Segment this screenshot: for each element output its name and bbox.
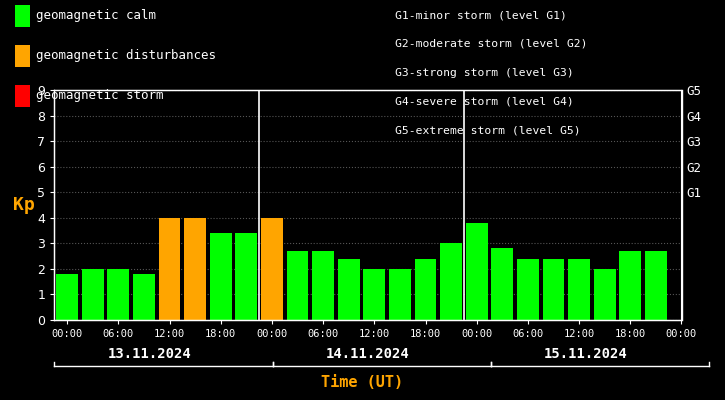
Y-axis label: Kp: Kp	[12, 196, 34, 214]
Bar	[542, 259, 564, 320]
Text: geomagnetic calm: geomagnetic calm	[36, 10, 157, 22]
Bar	[619, 251, 641, 320]
Bar	[236, 233, 257, 320]
Bar	[286, 251, 308, 320]
Text: G2-moderate storm (level G2): G2-moderate storm (level G2)	[395, 39, 588, 49]
Bar	[492, 248, 513, 320]
Bar	[363, 269, 385, 320]
Text: 14.11.2024: 14.11.2024	[326, 347, 410, 361]
Bar	[594, 269, 616, 320]
Bar	[440, 243, 462, 320]
Bar	[568, 259, 590, 320]
Text: 13.11.2024: 13.11.2024	[108, 347, 191, 361]
Text: geomagnetic disturbances: geomagnetic disturbances	[36, 50, 216, 62]
Bar	[466, 223, 488, 320]
Bar	[645, 251, 667, 320]
Text: Time (UT): Time (UT)	[321, 375, 404, 390]
Bar	[57, 274, 78, 320]
Bar	[389, 269, 411, 320]
Bar	[312, 251, 334, 320]
Bar	[133, 274, 155, 320]
Bar	[82, 269, 104, 320]
Bar	[261, 218, 283, 320]
Text: G5-extreme storm (level G5): G5-extreme storm (level G5)	[395, 125, 581, 135]
Bar	[107, 269, 129, 320]
Text: G3-strong storm (level G3): G3-strong storm (level G3)	[395, 68, 574, 78]
Bar	[210, 233, 231, 320]
Text: 15.11.2024: 15.11.2024	[544, 347, 628, 361]
Text: geomagnetic storm: geomagnetic storm	[36, 90, 164, 102]
Bar	[415, 259, 436, 320]
Bar	[338, 259, 360, 320]
Bar	[517, 259, 539, 320]
Bar	[159, 218, 181, 320]
Bar	[184, 218, 206, 320]
Text: G1-minor storm (level G1): G1-minor storm (level G1)	[395, 10, 567, 20]
Text: G4-severe storm (level G4): G4-severe storm (level G4)	[395, 96, 574, 106]
